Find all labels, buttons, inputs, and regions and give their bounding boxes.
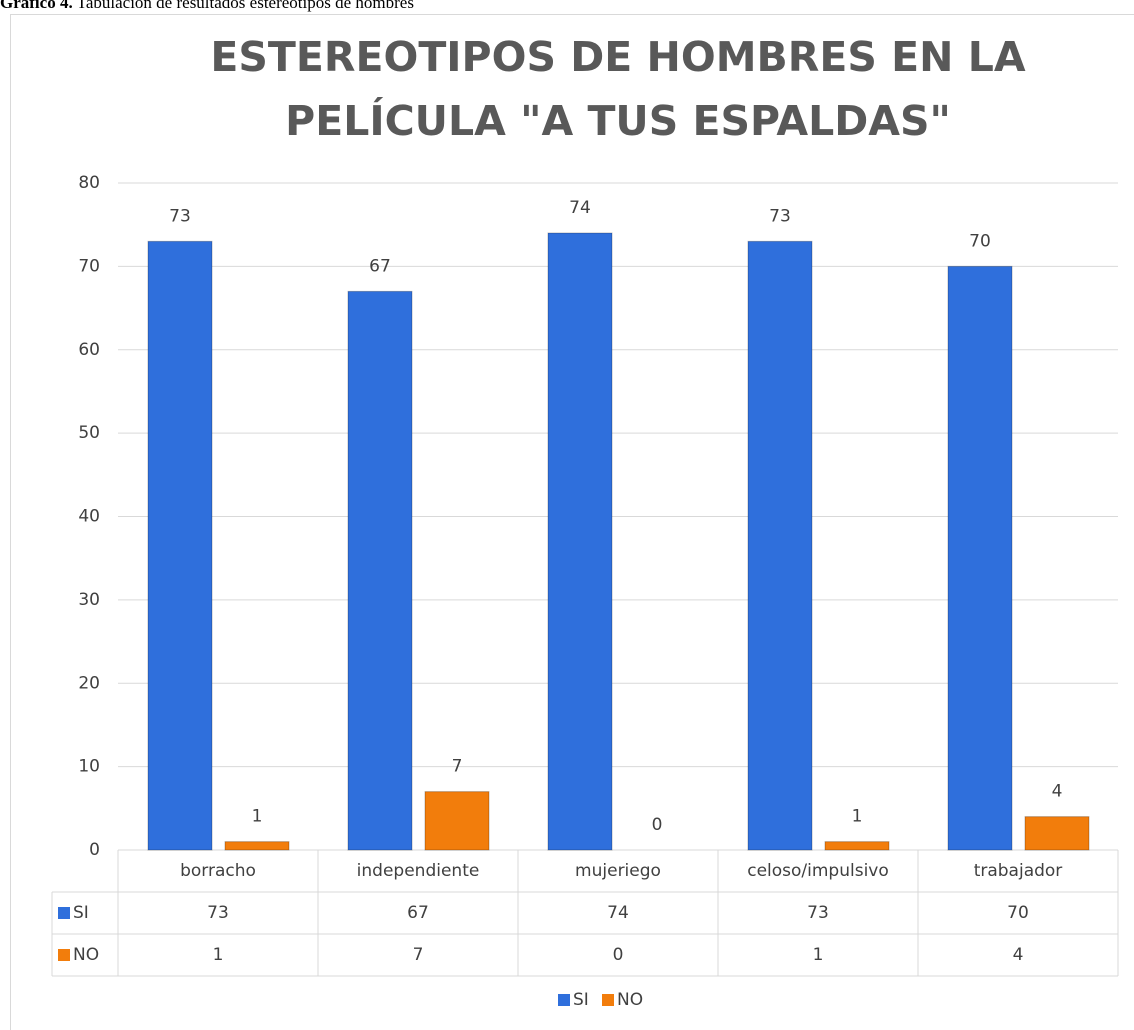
legend-key: [602, 994, 614, 1006]
bar: [347, 290, 413, 851]
table-cell: 67: [407, 903, 429, 923]
table-cell: 74: [607, 903, 629, 923]
bar: [824, 841, 890, 851]
table-cell: 70: [1007, 903, 1029, 923]
data-label: 1: [852, 807, 863, 827]
y-tick-label: 70: [78, 256, 100, 276]
data-label: 73: [169, 206, 191, 226]
bar: [424, 791, 490, 851]
table-cell: 1: [213, 945, 224, 965]
caption: Gráfico 4. Tabulación de resultados este…: [0, 0, 414, 12]
legend-label: SI: [573, 990, 589, 1010]
table-cell: 1: [813, 945, 824, 965]
table-cell: 73: [207, 903, 229, 923]
caption-text: Tabulación de resultados estereotipos de…: [77, 0, 414, 12]
data-label: 70: [969, 231, 991, 251]
legend-label: NO: [617, 990, 643, 1010]
bar: [947, 265, 1013, 851]
x-tick-label: borracho: [180, 861, 256, 881]
table-series-name: NO: [73, 945, 99, 965]
x-tick-label: trabajador: [974, 861, 1063, 881]
y-tick-label: 30: [78, 590, 100, 610]
table-series-name: SI: [73, 903, 89, 923]
x-tick-label: mujeriego: [575, 861, 661, 881]
y-tick-label: 60: [78, 340, 100, 360]
data-label: 74: [569, 198, 591, 218]
bar: [147, 240, 213, 851]
data-label: 0: [652, 815, 663, 835]
table-cell: 4: [1013, 945, 1024, 965]
y-tick-label: 40: [78, 507, 100, 527]
bar: [1024, 816, 1090, 851]
table-legend-key: [58, 907, 70, 919]
caption-label: Gráfico 4.: [0, 0, 73, 12]
bar: [224, 841, 290, 851]
bar: [547, 232, 613, 851]
chart-title: PELÍCULA "A TUS ESPALDAS": [285, 97, 951, 145]
data-label: 73: [769, 206, 791, 226]
y-tick-label: 10: [78, 757, 100, 777]
data-label: 67: [369, 256, 391, 276]
x-tick-label: independiente: [357, 861, 480, 881]
x-tick-label: celoso/impulsivo: [747, 861, 889, 881]
legend-key: [558, 994, 570, 1006]
table-cell: 73: [807, 903, 829, 923]
bar: [747, 240, 813, 851]
table-legend-key: [58, 949, 70, 961]
table-cell: 7: [413, 945, 424, 965]
data-label: 7: [452, 757, 463, 777]
data-label: 4: [1052, 782, 1063, 802]
y-tick-label: 50: [78, 423, 100, 443]
table-cell: 0: [613, 945, 624, 965]
data-label: 1: [252, 807, 263, 827]
y-tick-label: 80: [78, 173, 100, 193]
y-tick-label: 20: [78, 673, 100, 693]
y-tick-label: 0: [89, 840, 100, 860]
chart-title: ESTEREOTIPOS DE HOMBRES EN LA: [210, 33, 1026, 81]
